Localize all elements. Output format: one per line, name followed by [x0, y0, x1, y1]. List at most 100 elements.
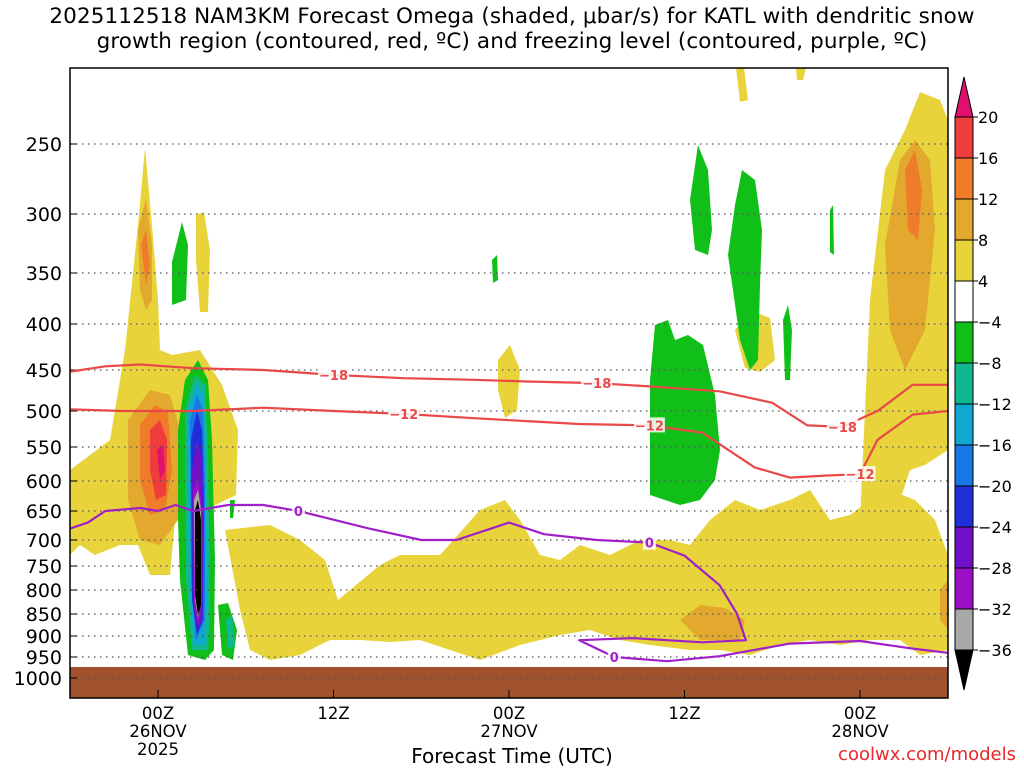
omega-shade-ascent-thin [783, 205, 834, 380]
x-tick-label: 00Z [844, 704, 876, 723]
colorbar-label: −20 [978, 477, 1012, 496]
colorbar-swatch [954, 198, 974, 241]
plot-frame [69, 67, 949, 699]
y-tick-label: 450 [26, 360, 62, 382]
omega-colorbar: 20 16 12 8 4 −4 −8 −12 −16 −20 −24 −28 −32 −36 [954, 76, 1012, 691]
y-tick-label: 350 [26, 263, 62, 285]
contour-label-bg [844, 466, 876, 482]
contour-label: −12 [389, 408, 418, 423]
omega-shading [70, 68, 948, 660]
omega-shade-descent-8-lower [680, 605, 745, 640]
colorbar-label: −8 [978, 354, 1002, 373]
omega-shade-descent-8-right [885, 140, 935, 370]
colorbar-label: −28 [978, 559, 1012, 578]
y-tick-label: 950 [26, 647, 62, 669]
omega-shade-ascent-12z [650, 320, 720, 505]
colorbar-label: −24 [978, 518, 1012, 537]
contour-label-bg [388, 405, 420, 421]
contour-label: −18 [319, 369, 348, 384]
omega-shade-descent-12-upper [141, 230, 150, 285]
omega-shade-ascent-mid [492, 255, 498, 283]
x-tick-label: 2025 [137, 740, 179, 759]
contour-0C [70, 503, 948, 663]
colorbar-top-arrow [954, 76, 974, 118]
y-tick-label: 250 [26, 134, 62, 156]
omega-shade-descent-upper-left [196, 212, 210, 312]
colorbar-label: −32 [978, 600, 1012, 619]
x-tick-label: 00Z [142, 704, 174, 723]
title-line-1: 2025112518 NAM3KM Forecast Omega (shaded… [49, 4, 975, 29]
colorbar-label: 20 [978, 108, 998, 127]
colorbar-swatch [954, 567, 974, 610]
contour-label: −12 [635, 419, 664, 434]
colorbar-label: 8 [978, 231, 988, 250]
y-tick-label: 800 [26, 580, 62, 602]
surface-terrain-top [70, 667, 948, 680]
contour-label-bg [607, 649, 621, 664]
colorbar-label: −4 [978, 313, 1002, 332]
credit-link[interactable]: coolwx.com/models [838, 744, 1016, 765]
contour-label: 0 [294, 505, 303, 520]
colorbar-label: −36 [978, 641, 1012, 660]
omega-shade-ascent-max [195, 500, 201, 615]
colorbar-swatch [954, 403, 974, 446]
colorbar-label: 12 [978, 190, 998, 209]
colorbar-label: 16 [978, 149, 998, 168]
y-tick-label: 600 [26, 471, 62, 493]
colorbar-label: −12 [978, 395, 1012, 414]
x-tick-label: 27NOV [480, 722, 538, 741]
colorbar-swatch [954, 239, 974, 282]
contour-label: 0 [610, 651, 619, 666]
colorbar-label: 4 [978, 272, 988, 291]
contour-label: 0 [645, 537, 654, 552]
contour-label-bg [642, 534, 656, 550]
contour-label-bg [291, 503, 305, 518]
colorbar-swatch [954, 485, 974, 528]
x-tick-label: 12Z [668, 704, 700, 723]
y-tick-label: 550 [26, 437, 62, 459]
x-tick-label: 28NOV [831, 722, 889, 741]
title-line-2: growth region (contoured, red, ºC) and f… [96, 29, 928, 54]
contour-label-bg [826, 418, 858, 434]
omega-shade-ascent-12z-upper [690, 145, 712, 255]
colorbar-swatch [954, 280, 974, 323]
contour-label: −12 [846, 468, 875, 483]
colorbar-label: −16 [978, 436, 1012, 455]
omega-shade-descent-top-right [736, 68, 806, 102]
omega-shade-descent-8-edge [940, 580, 948, 630]
x-tick-label: 00Z [493, 704, 525, 723]
y-tick-label: 650 [26, 501, 62, 523]
y-axis-labels: 2503003504004505005506006507007508008509… [14, 134, 62, 690]
colorbar-bottom-arrow [954, 649, 974, 691]
y-tick-label: 400 [26, 314, 62, 336]
x-tick-label: 12Z [317, 704, 349, 723]
x-tick-label: 26NOV [129, 722, 187, 741]
colorbar-swatch [954, 116, 974, 159]
omega-shade-descent-12-right [905, 150, 922, 240]
contour-label: −18 [582, 377, 611, 392]
temperature-contours: −18 −18 −18 −12 −12 −12 0 0 0 [70, 363, 948, 666]
y-tick-label: 700 [26, 530, 62, 552]
chart-title: 2025112518 NAM3KM Forecast Omega (shaded… [0, 4, 1024, 54]
omega-shade-descent-lower [225, 490, 948, 660]
omega-shade-ascent-upper-left [172, 222, 188, 305]
colorbar-swatch [954, 157, 974, 200]
colorbar-swatch [954, 362, 974, 405]
omega-shade-descent-20 [157, 445, 165, 480]
x-axis-title: Forecast Time (UTC) [411, 744, 613, 768]
colorbar-swatch [954, 444, 974, 487]
colorbar-swatch [954, 608, 974, 651]
colorbar-swatch [954, 526, 974, 569]
contour-label-bg [318, 366, 349, 382]
contour-label-bg [633, 417, 665, 433]
y-tick-label: 500 [26, 401, 62, 423]
y-tick-label: 900 [26, 626, 62, 648]
omega-shade-ascent-12-small [226, 615, 235, 650]
y-tick-label: 1000 [14, 668, 62, 690]
omega-shade-ascent-12z-right [728, 170, 762, 370]
y-tick-label: 850 [26, 604, 62, 626]
pressure-gridlines [70, 143, 948, 698]
y-tick-label: 300 [26, 204, 62, 226]
